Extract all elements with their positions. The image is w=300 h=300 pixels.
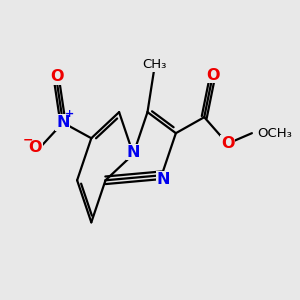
Text: −: −	[22, 134, 33, 147]
Text: O: O	[206, 68, 220, 82]
Text: +: +	[64, 109, 74, 119]
Text: N: N	[56, 115, 70, 130]
Text: N: N	[156, 172, 170, 187]
Text: OCH₃: OCH₃	[257, 127, 292, 140]
Text: N: N	[127, 145, 140, 160]
Text: O: O	[50, 69, 63, 84]
Text: O: O	[221, 136, 234, 151]
Text: CH₃: CH₃	[142, 58, 167, 71]
Text: O: O	[29, 140, 42, 155]
